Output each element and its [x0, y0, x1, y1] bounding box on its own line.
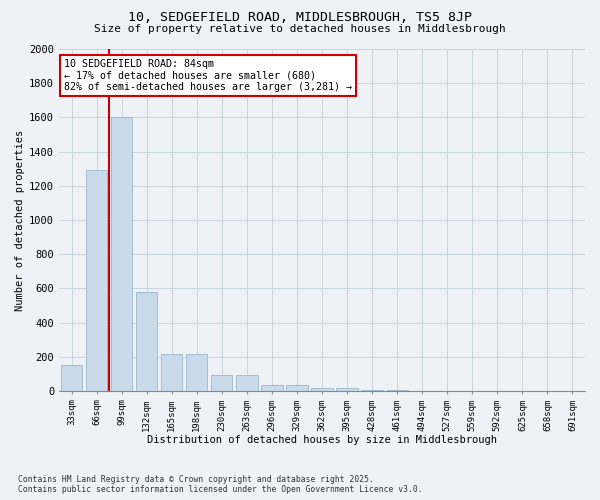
Bar	[337, 388, 358, 391]
Text: 10, SEDGEFIELD ROAD, MIDDLESBROUGH, TS5 8JP: 10, SEDGEFIELD ROAD, MIDDLESBROUGH, TS5 …	[128, 11, 472, 24]
Y-axis label: Number of detached properties: Number of detached properties	[15, 130, 25, 310]
Bar	[136, 292, 157, 391]
Bar	[161, 354, 182, 391]
Bar	[286, 385, 308, 391]
Bar	[186, 354, 208, 391]
Bar	[261, 385, 283, 391]
Bar	[111, 118, 132, 391]
X-axis label: Distribution of detached houses by size in Middlesbrough: Distribution of detached houses by size …	[147, 435, 497, 445]
Bar	[311, 388, 332, 391]
Bar	[236, 374, 257, 391]
Text: Size of property relative to detached houses in Middlesbrough: Size of property relative to detached ho…	[94, 24, 506, 34]
Text: Contains HM Land Registry data © Crown copyright and database right 2025.
Contai: Contains HM Land Registry data © Crown c…	[18, 474, 422, 494]
Bar	[61, 366, 82, 391]
Bar	[361, 390, 383, 391]
Bar	[86, 170, 107, 391]
Bar	[386, 390, 408, 391]
Text: 10 SEDGEFIELD ROAD: 84sqm
← 17% of detached houses are smaller (680)
82% of semi: 10 SEDGEFIELD ROAD: 84sqm ← 17% of detac…	[64, 60, 352, 92]
Bar	[211, 374, 232, 391]
